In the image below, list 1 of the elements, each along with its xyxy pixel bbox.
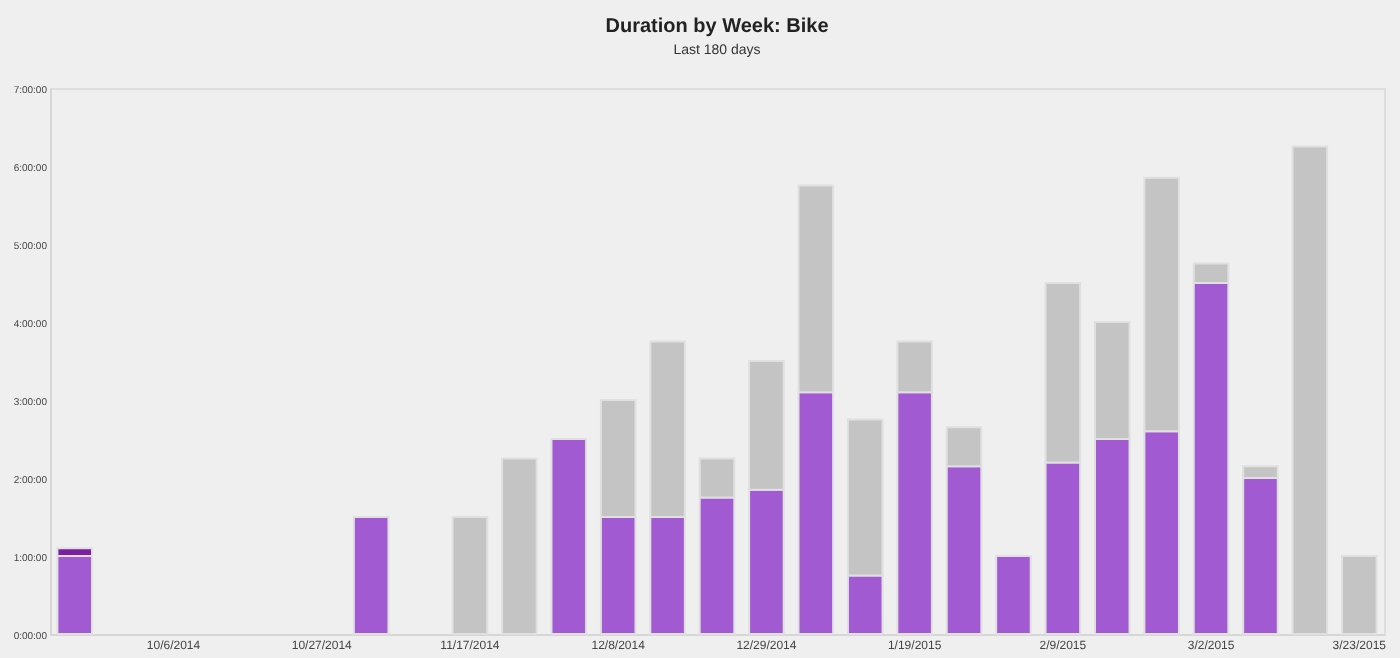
chart-title: Duration by Week: Bike bbox=[605, 16, 830, 38]
